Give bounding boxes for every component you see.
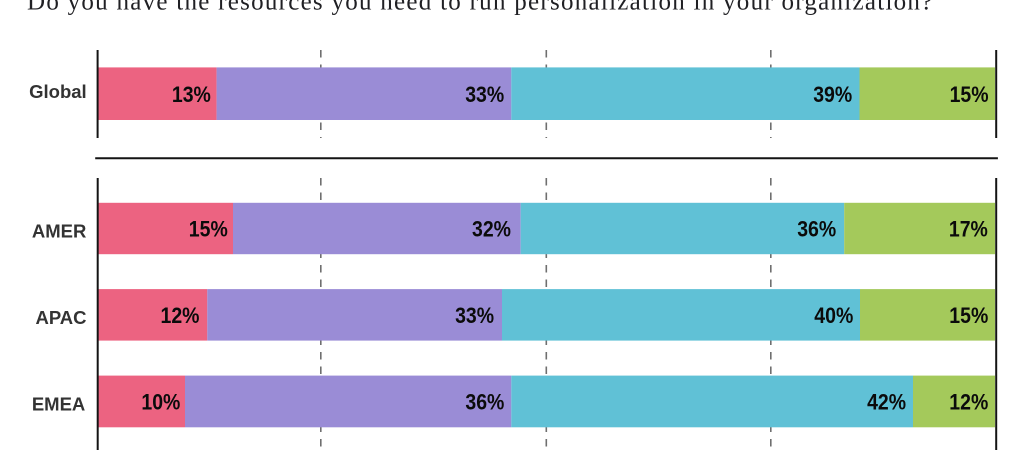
svg-text:36%: 36% (465, 390, 504, 415)
svg-text:10%: 10% (141, 390, 180, 415)
svg-text:15%: 15% (949, 303, 988, 328)
svg-text:APAC: APAC (35, 307, 86, 328)
svg-text:36%: 36% (797, 217, 836, 242)
svg-text:33%: 33% (455, 303, 494, 328)
svg-text:12%: 12% (161, 303, 200, 328)
svg-text:39%: 39% (813, 82, 852, 107)
svg-text:42%: 42% (867, 390, 906, 415)
svg-text:Do you have the resources you: Do you have the resources you need to ru… (27, 0, 934, 16)
svg-text:40%: 40% (814, 303, 853, 328)
svg-text:33%: 33% (465, 82, 504, 107)
svg-text:15%: 15% (189, 217, 228, 242)
svg-text:12%: 12% (949, 390, 988, 415)
svg-text:17%: 17% (949, 217, 988, 242)
svg-text:13%: 13% (172, 82, 211, 107)
svg-text:EMEA: EMEA (32, 393, 85, 414)
svg-text:AMER: AMER (32, 220, 86, 241)
svg-text:Global: Global (29, 81, 87, 102)
svg-text:15%: 15% (950, 82, 989, 107)
svg-text:32%: 32% (472, 217, 511, 242)
